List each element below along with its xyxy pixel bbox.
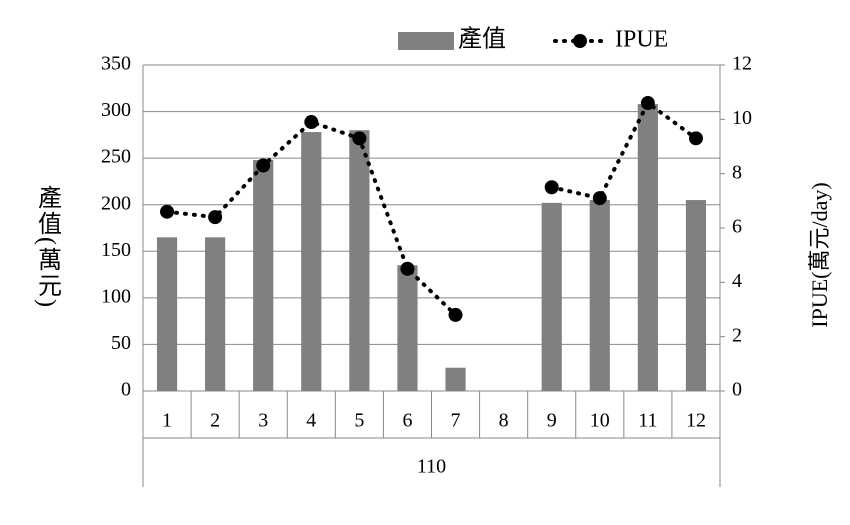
bar (156, 237, 178, 391)
bar (445, 367, 466, 391)
bar (541, 202, 562, 391)
bar (637, 104, 658, 392)
y2-tick-label: 2 (732, 324, 742, 346)
point (592, 191, 607, 206)
y-axis-label: 產值(萬元) (33, 185, 61, 309)
y2-axis-label: IPUE(萬元/day) (807, 182, 832, 327)
point (160, 204, 175, 219)
y-tick-label: 0 (121, 379, 131, 401)
x-group-label: 110 (417, 456, 446, 478)
x-tick-label: 1 (162, 410, 172, 432)
x-tick-label: 2 (210, 410, 220, 432)
x-tick-label: 10 (590, 410, 610, 432)
x-tick-label: 11 (638, 410, 657, 432)
y2-tick-label: 6 (732, 216, 742, 238)
point (640, 96, 655, 111)
y2-tick-label: 0 (732, 379, 742, 401)
y-tick-label: 350 (101, 53, 131, 75)
y-tick-label: 250 (101, 146, 131, 168)
point (400, 261, 415, 276)
point (304, 115, 319, 130)
y2-tick-label: 12 (732, 53, 752, 75)
y-tick-label: 100 (101, 285, 131, 307)
x-tick-label: 9 (547, 410, 557, 432)
x-tick-label: 12 (686, 410, 706, 432)
bar (349, 130, 370, 391)
x-tick-label: 5 (354, 410, 364, 432)
bar (685, 200, 707, 391)
point (256, 158, 271, 173)
bar (589, 200, 610, 391)
bar (253, 160, 274, 391)
line (165, 100, 698, 317)
x-tick-label: 6 (402, 410, 412, 432)
bar (205, 237, 226, 391)
y-tick-label: 50 (111, 332, 131, 354)
legend-label: 產值 (458, 26, 506, 53)
legend-swatch (573, 34, 587, 48)
y-tick-label: 150 (101, 239, 131, 261)
x-tick-label: 3 (258, 410, 268, 432)
x-tick-label: 4 (306, 410, 316, 432)
y2-tick-label: 8 (732, 161, 742, 183)
y-tick-label: 200 (101, 192, 131, 214)
point (688, 131, 703, 146)
point (352, 131, 367, 146)
y2-tick-label: 4 (732, 270, 742, 292)
point (208, 210, 223, 225)
bar (397, 265, 418, 391)
legend-swatch (398, 32, 454, 50)
point (448, 307, 463, 322)
x-tick-label: 7 (451, 410, 461, 432)
legend-label: IPUE (615, 27, 668, 53)
x-tick-label: 8 (499, 410, 509, 432)
point (544, 180, 559, 195)
bar (301, 132, 322, 391)
y2-tick-label: 10 (732, 107, 752, 129)
y-tick-label: 300 (101, 99, 131, 121)
